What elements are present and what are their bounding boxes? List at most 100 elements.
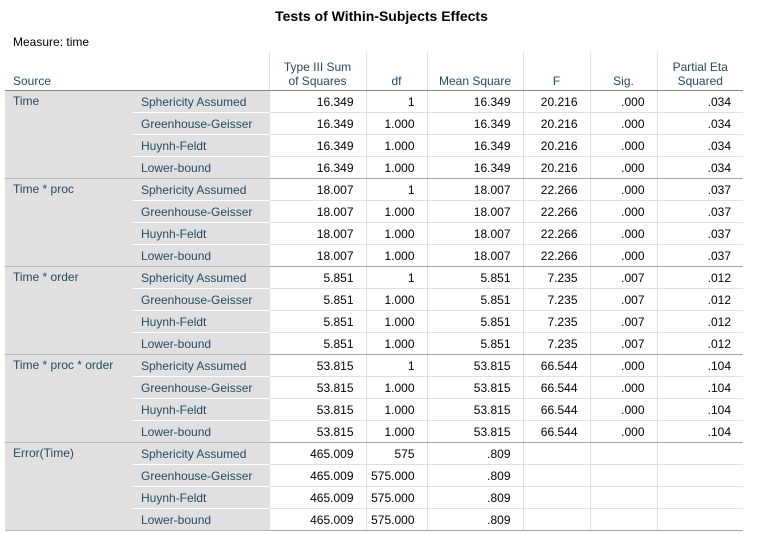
cell-ms: .809: [426, 442, 523, 465]
cell-df: 1: [365, 354, 427, 377]
cell-ss: 465.009: [268, 442, 366, 465]
cell-ss: 53.815: [268, 398, 366, 421]
table-row: Lower-bound 5.851 1.000 5.851 7.235.007.012: [5, 332, 743, 355]
table-row: Greenhouse-Geisser 18.007 1.000 18.007 22.26…: [5, 200, 743, 223]
cell-f: 66.544: [522, 354, 590, 377]
correction-method-label: Lower-bound: [133, 156, 269, 179]
within-subjects-effects-table: Source Type III Sum of Squares df Mean Sq…: [5, 52, 743, 531]
cell-f: 66.544: [522, 420, 590, 443]
cell-ms: 53.815: [426, 354, 523, 377]
cell-ms: 18.007: [426, 200, 523, 223]
cell-sig: .000: [589, 90, 657, 113]
cell-eta: .104: [656, 420, 743, 443]
correction-method-label: Sphericity Assumed: [133, 354, 269, 377]
cell-f: 7.235: [522, 266, 590, 289]
cell-eta: .104: [656, 354, 743, 377]
cell-f: 22.266: [522, 178, 590, 201]
header-sig: Sig.: [589, 52, 657, 91]
table-row: Error(Time) Sphericity Assumed 465.009 575.…: [5, 442, 743, 531]
cell-ss: 16.349: [268, 134, 366, 157]
cell-sig: .000: [589, 244, 657, 267]
cell-sig: [589, 486, 657, 509]
correction-method-label: Sphericity Assumed: [133, 266, 269, 289]
cell-ss: 465.009: [268, 464, 366, 487]
cell-eta: .012: [656, 332, 743, 355]
correction-method-label: Sphericity Assumed: [133, 178, 269, 201]
cell-ss: 5.851: [268, 288, 366, 311]
table-row: Huynh-Feldt 53.815 1.000 53.815 66.544.000.1…: [5, 398, 743, 421]
table-row: Huynh-Feldt 465.009 575.000.809: [5, 486, 743, 509]
cell-ss: 18.007: [268, 222, 366, 245]
cell-sig: .000: [589, 112, 657, 135]
table-row: Lower-bound 18.007 1.000 18.007 22.266.000.0…: [5, 244, 743, 267]
cell-df: 1.000: [365, 332, 427, 355]
cell-ms: 53.815: [426, 376, 523, 399]
cell-ss: 5.851: [268, 266, 366, 289]
table-row: Greenhouse-Geisser 53.815 1.000 53.815 66.54…: [5, 376, 743, 399]
table-row: Huynh-Feldt 16.349 1.000 16.349 20.216.000.0…: [5, 134, 743, 157]
cell-df: 575.000: [365, 464, 427, 487]
cell-ss: 5.851: [268, 310, 366, 333]
header-f: F: [522, 52, 590, 91]
cell-eta: .104: [656, 398, 743, 421]
table-row: Time * order Sphericity Assumed 5.851 1 5.85…: [5, 266, 743, 355]
cell-eta: .104: [656, 376, 743, 399]
header-source: Source: [5, 52, 269, 91]
table-row: Huynh-Feldt 18.007 1.000 18.007 22.266.000.0…: [5, 222, 743, 245]
table-row: Time * proc Sphericity Assumed 18.007 1 18.0…: [5, 178, 743, 267]
correction-method-label: Lower-bound: [133, 508, 269, 531]
cell-ms: 53.815: [426, 420, 523, 443]
cell-sig: .000: [589, 222, 657, 245]
correction-method-label: Huynh-Feldt: [133, 310, 269, 333]
cell-f: 22.266: [522, 222, 590, 245]
cell-eta: .037: [656, 200, 743, 223]
cell-df: 575: [365, 442, 427, 465]
cell-f: 7.235: [522, 332, 590, 355]
cell-f: [522, 486, 590, 509]
cell-ss: 18.007: [268, 178, 366, 201]
cell-ms: .809: [426, 464, 523, 487]
cell-sig: .007: [589, 310, 657, 333]
cell-ms: 5.851: [426, 332, 523, 355]
cell-f: 66.544: [522, 398, 590, 421]
cell-ss: 53.815: [268, 420, 366, 443]
cell-ms: 16.349: [426, 112, 523, 135]
cell-sig: [589, 464, 657, 487]
cell-f: 20.216: [522, 112, 590, 135]
cell-ms: 18.007: [426, 178, 523, 201]
cell-ss: 16.349: [268, 156, 366, 179]
table-row: Lower-bound 16.349 1.000 16.349 20.216.000.0…: [5, 156, 743, 179]
cell-ss: 53.815: [268, 376, 366, 399]
cell-eta: .012: [656, 310, 743, 333]
header-mean-square: Mean Square: [426, 52, 523, 91]
cell-ms: 53.815: [426, 398, 523, 421]
table-row: Time Sphericity Assumed 16.349 1 16.349 20.21…: [5, 90, 743, 179]
cell-sig: .000: [589, 178, 657, 201]
correction-method-label: Lower-bound: [133, 332, 269, 355]
cell-eta: .034: [656, 112, 743, 135]
cell-ss: 18.007: [268, 244, 366, 267]
cell-sig: .000: [589, 376, 657, 399]
source-label: Error(Time): [5, 442, 133, 531]
table-row: Lower-bound 465.009 575.000.809: [5, 508, 743, 531]
cell-f: [522, 442, 590, 465]
cell-f: 66.544: [522, 376, 590, 399]
cell-sig: .000: [589, 134, 657, 157]
cell-df: 1: [365, 178, 427, 201]
header-row: Source Type III Sum of Squares df Mean Sq…: [5, 52, 743, 91]
correction-method-label: Sphericity Assumed: [133, 90, 269, 113]
correction-method-label: Greenhouse-Geisser: [133, 112, 269, 135]
cell-sig: .007: [589, 288, 657, 311]
cell-ms: 16.349: [426, 156, 523, 179]
cell-f: 20.216: [522, 156, 590, 179]
cell-f: 7.235: [522, 310, 590, 333]
table-title: Tests of Within-Subjects Effects: [275, 8, 488, 24]
correction-method-label: Huynh-Feldt: [133, 222, 269, 245]
cell-eta: [656, 442, 743, 465]
cell-ss: 16.349: [268, 90, 366, 113]
cell-sig: .000: [589, 354, 657, 377]
cell-ms: 5.851: [426, 266, 523, 289]
cell-df: 1.000: [365, 222, 427, 245]
cell-ss: 53.815: [268, 354, 366, 377]
table-row: Lower-bound 53.815 1.000 53.815 66.544.000.1…: [5, 420, 743, 443]
